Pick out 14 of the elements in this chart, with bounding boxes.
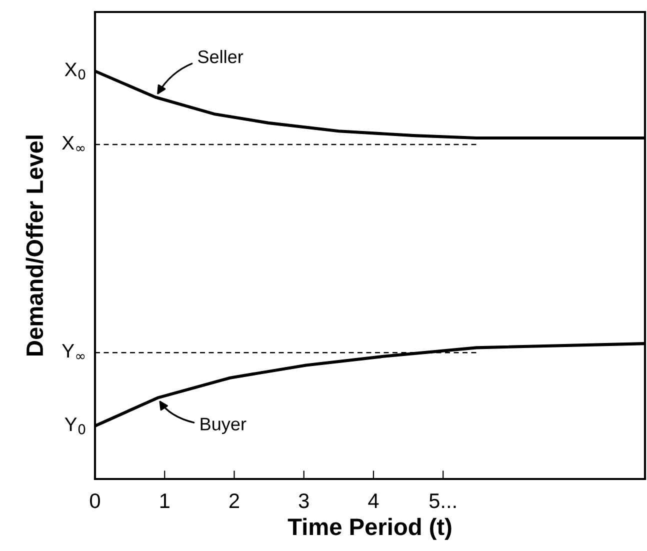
- x-axis-title: Time Period (t): [288, 518, 452, 540]
- annotation: Y$_{0}$: [64, 418, 86, 434]
- annotation: Buyer: [200, 418, 246, 434]
- y-axis-title: Demand/Offer Level: [26, 136, 44, 356]
- x-tick-label: 3: [298, 493, 309, 508]
- x-tick-label: 2: [229, 493, 239, 508]
- x-tick-label: 1: [160, 494, 170, 508]
- ref-line-label: X$_{∞}$: [62, 136, 85, 152]
- x-tick-label: 0: [90, 493, 100, 508]
- annotation: X$_{0}$: [64, 62, 86, 80]
- annotation: Seller: [198, 50, 244, 64]
- ref-line-label: Y$_{∞}$: [62, 344, 85, 360]
- x-tick-label: 4: [368, 494, 379, 508]
- x-tick-label: 5...: [429, 494, 456, 508]
